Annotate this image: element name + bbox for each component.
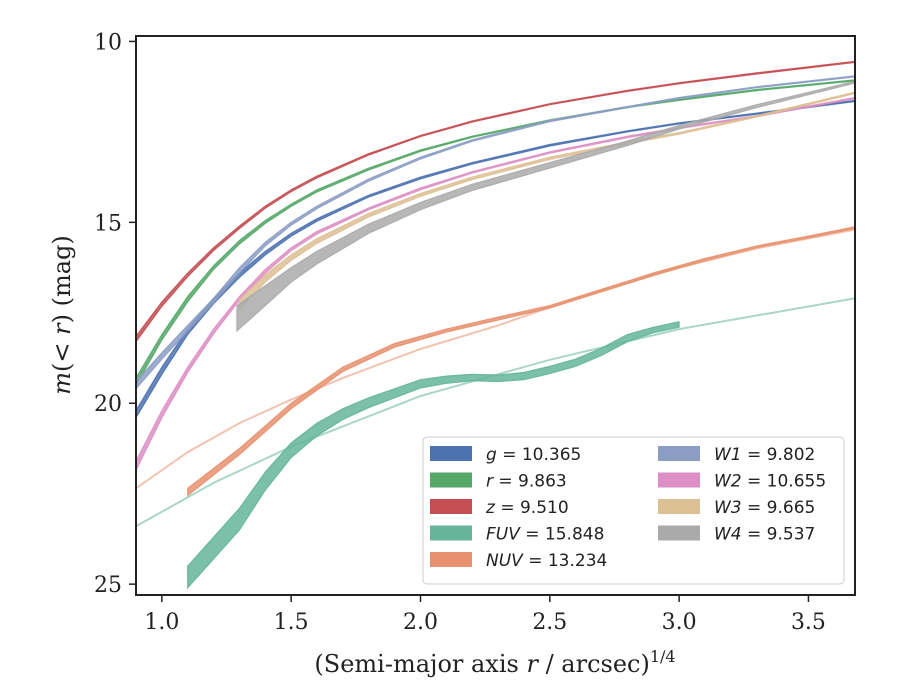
- x-tick-label: 1.0: [144, 610, 179, 635]
- x-tick-label: 2.0: [403, 610, 438, 635]
- x-axis-label: (Semi-major axis r / arcsec)1/4: [314, 647, 675, 678]
- legend-item-w1: W1 = 9.802: [658, 445, 815, 465]
- legend-item-z: z = 9.510: [430, 498, 569, 518]
- plot-frame: [135, 35, 856, 596]
- y-tick-label: 25: [94, 573, 122, 598]
- y-axis-label: m(< r) (mag): [48, 235, 76, 395]
- legend-swatch: [430, 472, 472, 488]
- legend-label: NUV = 13.234: [486, 551, 607, 571]
- legend-swatch: [430, 525, 472, 541]
- legend-item-g: g = 10.365: [430, 445, 581, 465]
- legend-item-nuv: NUV = 13.234: [430, 551, 607, 571]
- series-band-w3: [238, 91, 855, 311]
- legend-item-w4: W4 = 9.537: [658, 525, 815, 545]
- legend-label: W1 = 9.802: [714, 445, 815, 465]
- legend-swatch: [430, 446, 472, 461]
- legend-frame: [422, 436, 845, 585]
- x-tick-label: 3.0: [662, 610, 697, 635]
- x-tick-label: 3.5: [791, 610, 826, 635]
- series-band-r: [136, 79, 855, 387]
- legend-swatch: [430, 499, 472, 514]
- legend-label: W4 = 9.537: [714, 525, 815, 545]
- legend-swatch: [658, 499, 700, 514]
- series-band-w1: [136, 75, 855, 390]
- x-tick-label: 2.5: [532, 610, 567, 635]
- legend-label: W3 = 9.665: [714, 498, 815, 518]
- legend-label: W2 = 10.655: [714, 472, 826, 492]
- series-line-fuv: [136, 297, 855, 528]
- legend: g = 10.365 r = 9.863 z = 9.510 FUV = 15.848…: [422, 436, 845, 585]
- series-band-g: [136, 99, 855, 419]
- legend-swatch: [430, 552, 472, 567]
- legend-label: g = 10.365: [486, 445, 581, 465]
- y-tick-label: 10: [94, 30, 122, 55]
- data-layer: [136, 60, 855, 590]
- series-band-z: [136, 60, 855, 343]
- legend-label: FUV = 15.848: [486, 525, 604, 545]
- legend-label: r = 9.863: [486, 472, 567, 492]
- legend-item-w3: W3 = 9.665: [658, 498, 815, 518]
- series-band-w4: [236, 80, 855, 333]
- series-band-nuv: [187, 226, 855, 497]
- legend-swatch: [658, 472, 700, 488]
- y-tick-label: 15: [94, 211, 122, 236]
- legend-swatch: [658, 525, 700, 541]
- legend-label: z = 9.510: [485, 498, 569, 518]
- legend-swatch: [658, 446, 700, 461]
- legend-item-r: r = 9.863: [430, 472, 567, 492]
- legend-item-fuv: FUV = 15.848: [430, 525, 604, 545]
- x-tick-label: 1.5: [274, 610, 309, 635]
- series-band-fuv: [187, 321, 680, 590]
- ticks-layer: 1.0 1.5 2.0 2.5 3.0 3.5 10 15 20 25: [94, 30, 826, 635]
- legend-item-w2: W2 = 10.655: [658, 472, 826, 492]
- y-tick-label: 20: [94, 392, 122, 417]
